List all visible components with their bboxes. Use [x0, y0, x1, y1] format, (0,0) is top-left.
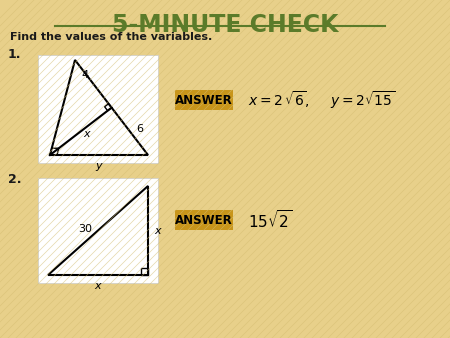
Text: 5-MINUTE CHECK: 5-MINUTE CHECK: [112, 13, 338, 37]
Text: x: x: [155, 225, 161, 236]
Text: y: y: [96, 161, 102, 171]
Bar: [38, 55, 158, 163]
Text: $15\sqrt{2}$: $15\sqrt{2}$: [248, 209, 292, 231]
Text: 30: 30: [78, 223, 92, 234]
Text: Find the values of the variables.: Find the values of the variables.: [10, 32, 212, 42]
Text: $x = 2\,\sqrt{6},$: $x = 2\,\sqrt{6},$: [248, 90, 310, 111]
Text: ANSWER: ANSWER: [175, 94, 233, 106]
Text: $y = 2\sqrt{15}$: $y = 2\sqrt{15}$: [330, 89, 396, 111]
Text: 2.: 2.: [8, 173, 22, 186]
Text: x: x: [94, 281, 101, 291]
Text: 4: 4: [82, 70, 89, 80]
Text: ANSWER: ANSWER: [175, 214, 233, 226]
Bar: [38, 178, 158, 283]
Bar: [175, 210, 233, 230]
Text: 6: 6: [136, 124, 143, 134]
Text: x: x: [84, 129, 90, 139]
Bar: [175, 90, 233, 110]
Text: 1.: 1.: [8, 48, 22, 61]
